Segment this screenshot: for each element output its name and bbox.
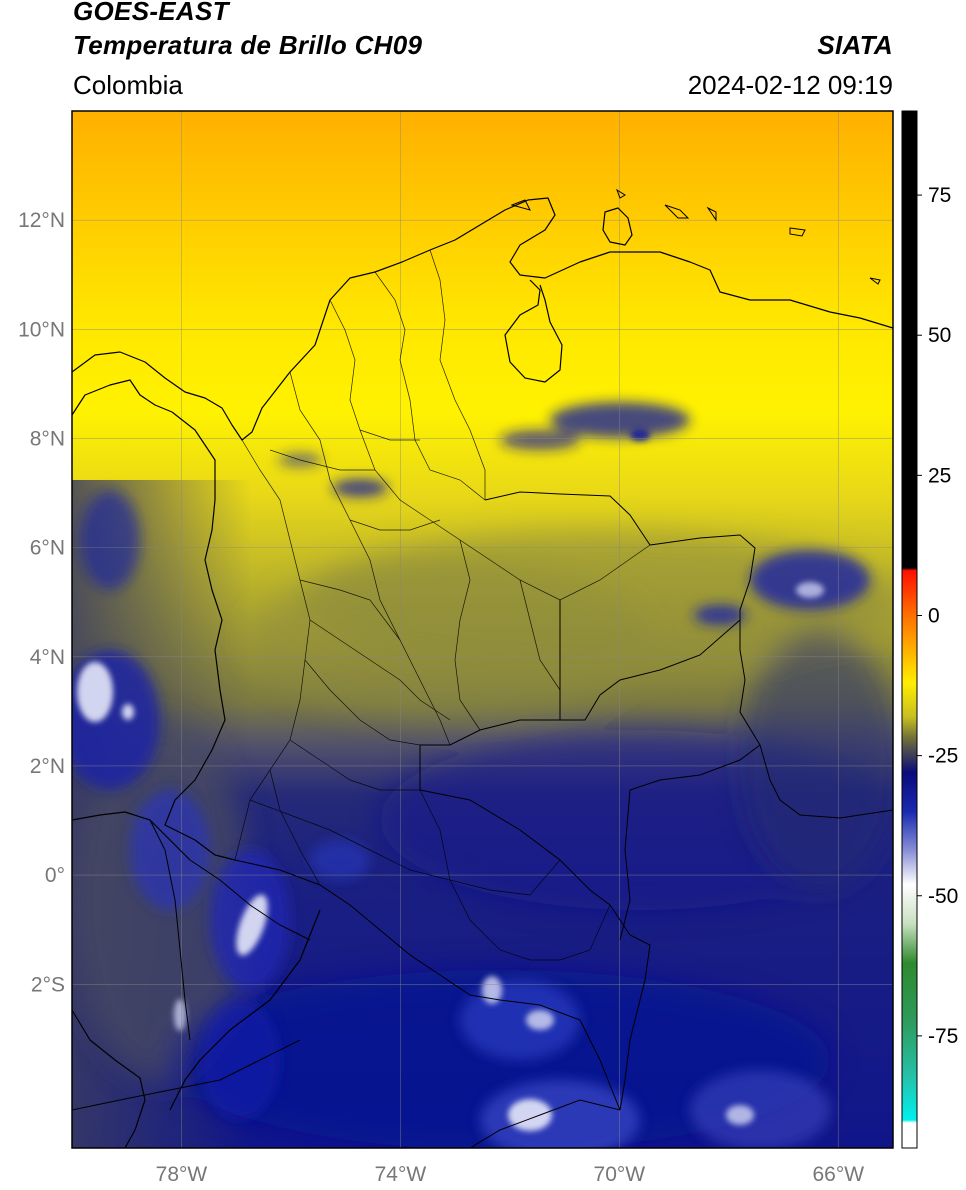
region-label: Colombia	[73, 70, 183, 100]
colorbar-tick-labels: 75 50 25 0 -25 -50 -75	[917, 184, 958, 1048]
colorbar-tick-label: 50	[928, 324, 951, 347]
brand-label: SIATA	[817, 30, 893, 60]
department-borders	[234, 249, 651, 961]
latitude-tick-labels: 12°N 10°N 8°N 6°N 4°N 2°N 0° 2°S	[18, 209, 65, 996]
graticule	[72, 111, 893, 1148]
colorbar-tick-label: 25	[928, 464, 951, 487]
title-product: Temperatura de Brillo CH09	[73, 30, 423, 60]
lon-tick-label: 70°W	[594, 1163, 646, 1186]
colorbar-tick-label: -25	[928, 745, 958, 768]
colorbar-tick-label: 75	[928, 184, 951, 207]
colorbar-tick-label: -75	[928, 1025, 958, 1048]
map-frame	[71, 110, 894, 1149]
longitude-tick-labels: 78°W 74°W 70°W 66°W	[156, 1163, 865, 1186]
lon-tick-label: 78°W	[156, 1163, 208, 1186]
lat-tick-label: 2°N	[30, 755, 65, 778]
lon-tick-label: 74°W	[375, 1163, 427, 1186]
islands	[510, 188, 881, 285]
lat-tick-label: 10°N	[18, 318, 65, 341]
lat-tick-label: 6°N	[30, 537, 65, 560]
lat-tick-label: 2°S	[31, 973, 65, 996]
title-satellite: GOES-EAST	[73, 0, 229, 26]
lon-tick-label: 66°W	[812, 1163, 864, 1186]
coastlines	[72, 197, 893, 1148]
colorbar-scale	[901, 110, 918, 1149]
timestamp: 2024-02-12 09:19	[687, 70, 893, 100]
brightness-temperature-field	[72, 111, 893, 1148]
lat-tick-label: 8°N	[30, 427, 65, 450]
lat-tick-label: 4°N	[30, 646, 65, 669]
colorbar-tick-label: -50	[928, 885, 958, 908]
lat-tick-label: 0°	[45, 864, 65, 887]
colorbar: 75 50 25 0 -25 -50 -75	[901, 110, 958, 1149]
colorbar-tick-label: 0	[928, 604, 940, 627]
lat-tick-label: 12°N	[18, 209, 65, 232]
